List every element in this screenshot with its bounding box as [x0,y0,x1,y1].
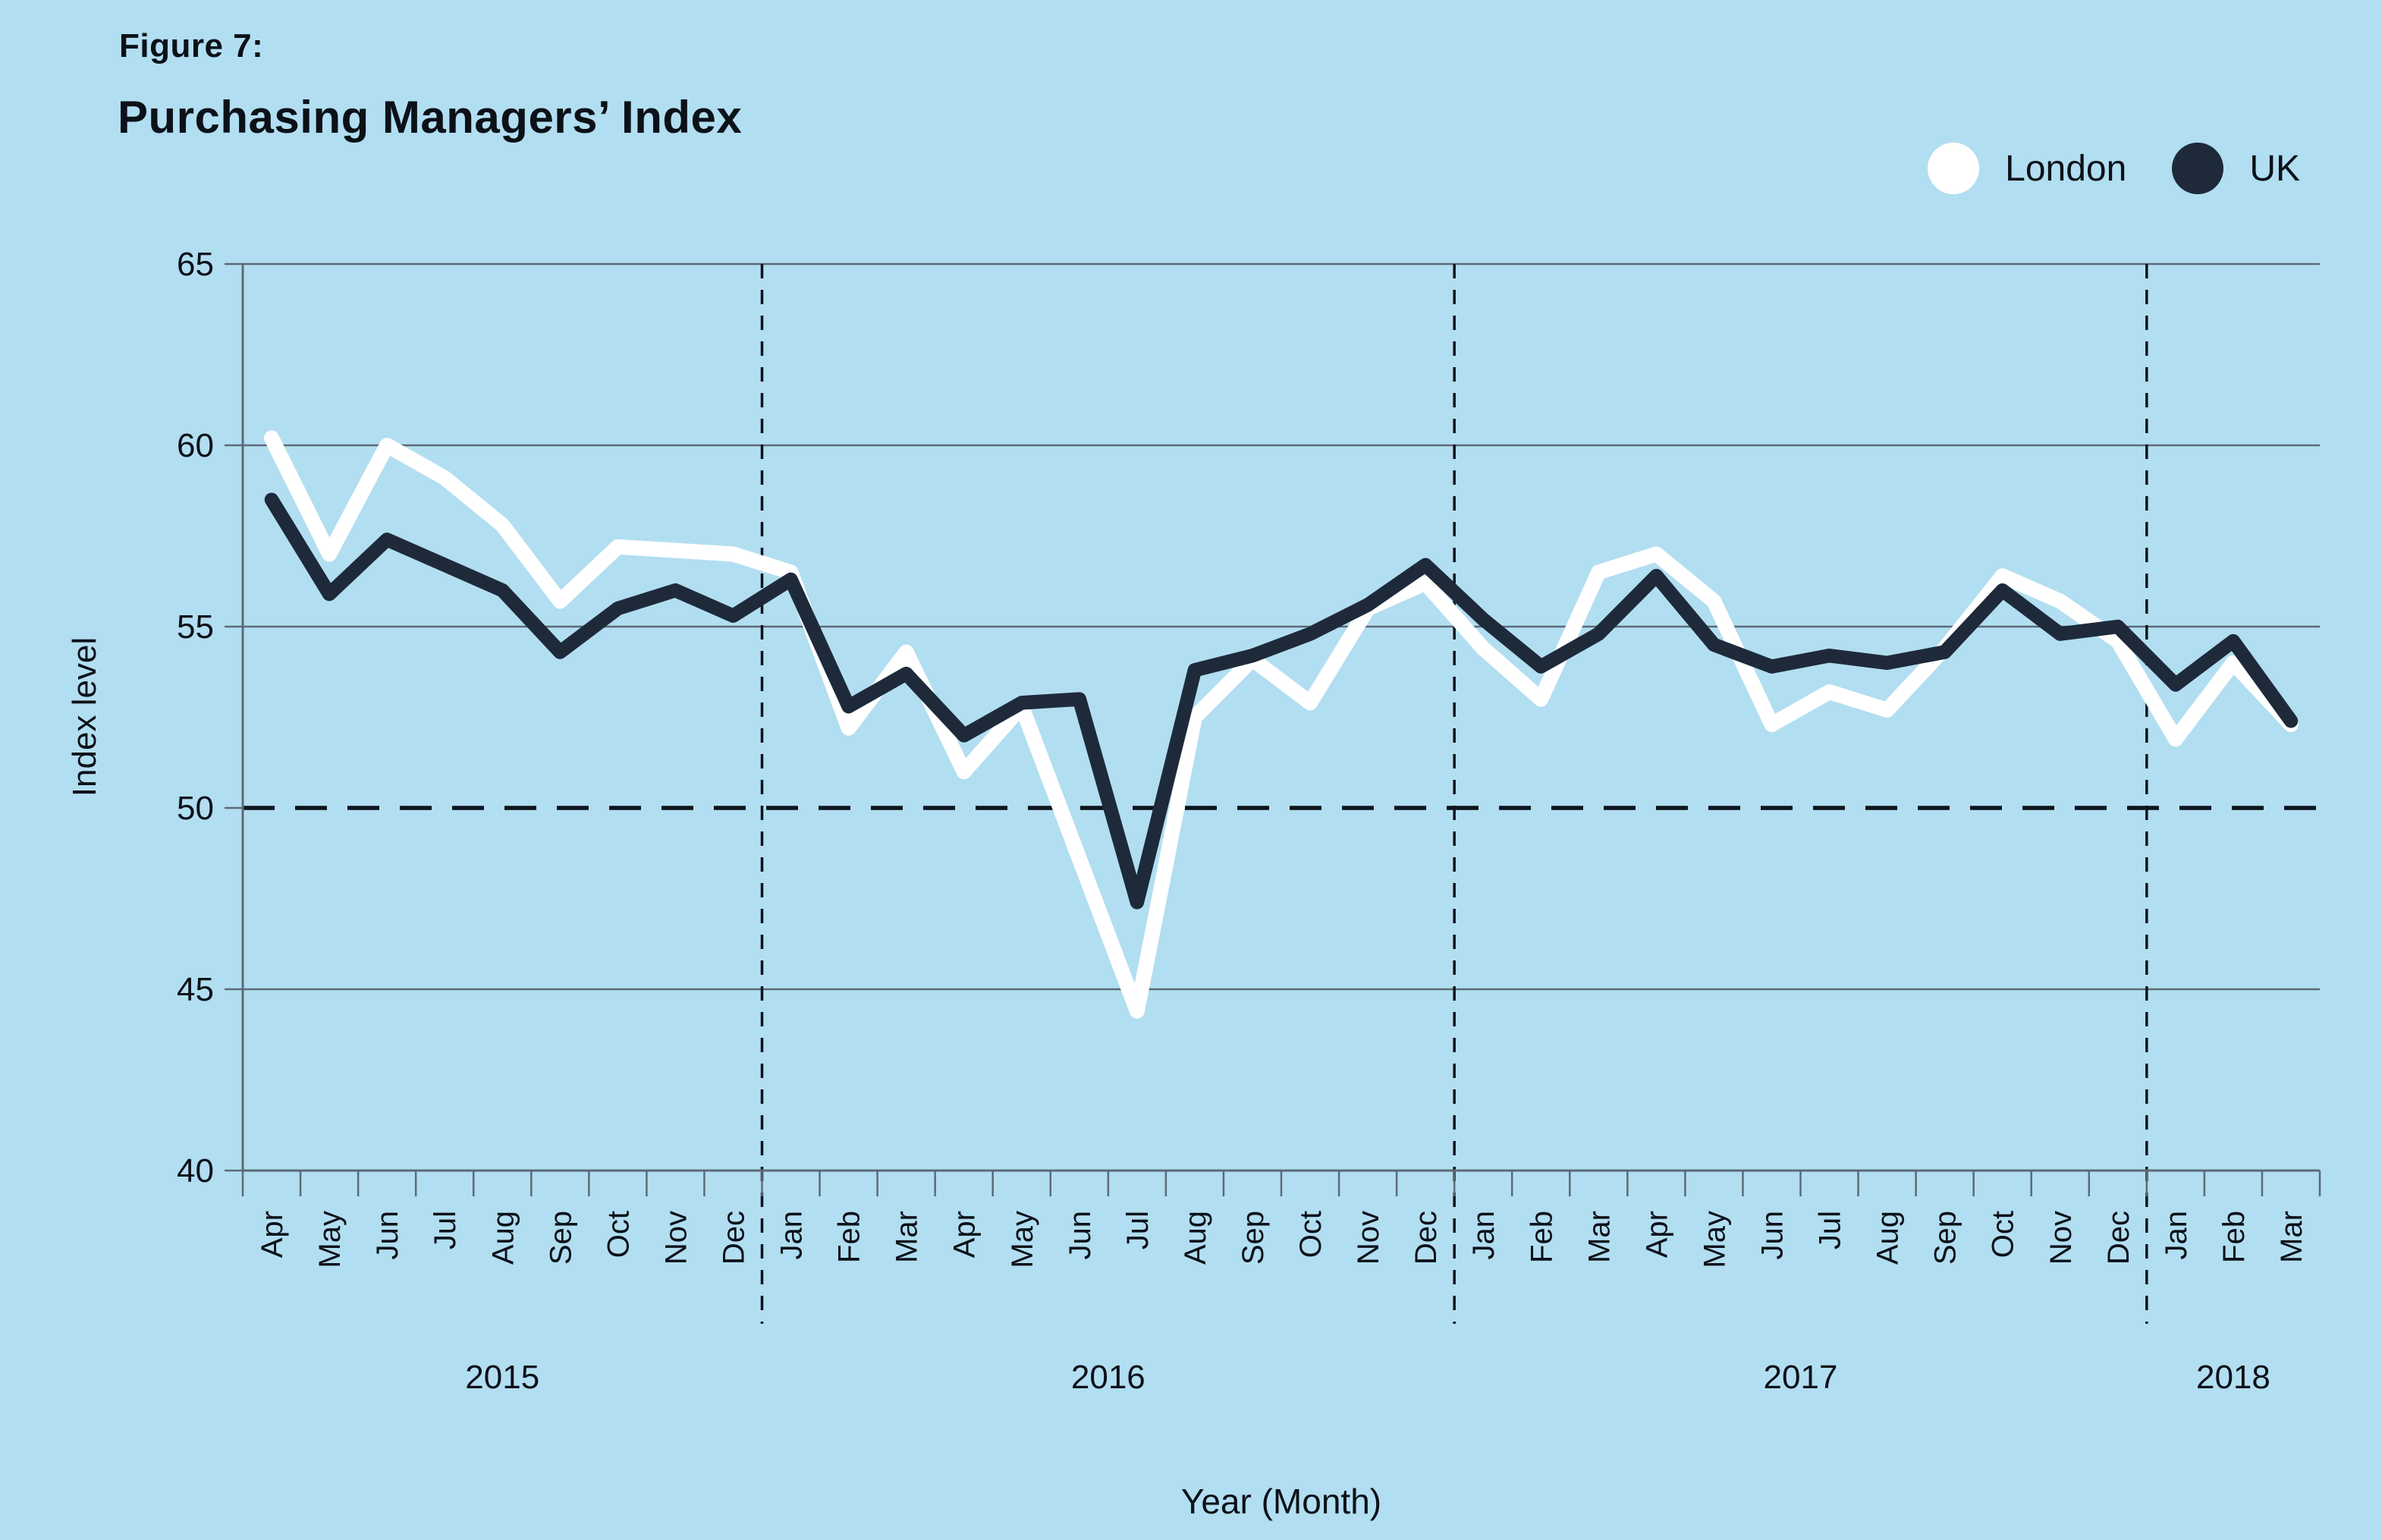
x-axis-title: Year (Month) [1180,1482,1382,1521]
month-label-jul-3: Jul [429,1211,462,1249]
month-label-jul-15: Jul [1121,1211,1155,1249]
month-label-feb-10: Feb [833,1211,866,1263]
y-tick-label-50: 50 [177,790,214,827]
month-label-sep-17: Sep [1237,1211,1270,1265]
month-label-jun-26: Jun [1755,1211,1789,1260]
month-label-jun-2: Jun [371,1211,404,1260]
month-label-apr-12: Apr [948,1211,982,1258]
series-uk-line [264,492,2299,910]
month-label-dec-32: Dec [2102,1211,2135,1265]
month-label-aug-4: Aug [486,1211,520,1265]
legend-item-uk: UK [2172,143,2300,194]
legend-label-london: London [2005,148,2127,189]
y-tick-label-45: 45 [177,971,214,1008]
month-label-nov-7: Nov [659,1211,693,1265]
month-label-apr-24: Apr [1640,1211,1673,1258]
month-label-jan-33: Jan [2160,1211,2193,1260]
month-label-sep-5: Sep [544,1211,577,1265]
month-label-jul-27: Jul [1814,1211,1847,1249]
month-label-mar-23: Mar [1582,1211,1616,1263]
month-label-jan-21: Jan [1467,1211,1501,1260]
month-label-dec-20: Dec [1409,1211,1443,1265]
month-label-aug-28: Aug [1871,1211,1905,1265]
month-label-may-25: May [1698,1211,1731,1268]
month-label-jun-14: Jun [1064,1211,1097,1260]
month-label-dec-8: Dec [717,1211,750,1265]
month-label-sep-29: Sep [1929,1211,1962,1265]
month-label-aug-16: Aug [1179,1211,1212,1265]
year-label-2018: 2018 [2196,1359,2270,1396]
month-label-oct-18: Oct [1294,1211,1328,1258]
month-label-feb-34: Feb [2217,1211,2251,1263]
legend-item-london: London [1928,143,2126,194]
month-label-nov-19: Nov [1352,1211,1385,1265]
series-london-line [264,430,2299,1019]
y-tick-label-65: 65 [177,246,214,283]
month-label-oct-6: Oct [602,1211,635,1258]
month-label-may-13: May [1006,1211,1039,1268]
year-label-2016: 2016 [1071,1359,1145,1396]
month-label-mar-35: Mar [2275,1211,2308,1263]
chart-title: Purchasing Managers’ Index [118,92,743,143]
month-label-oct-30: Oct [1987,1211,2020,1258]
uk-series-dot-icon [2172,143,2224,194]
y-tick-label-40: 40 [177,1152,214,1190]
month-label-nov-31: Nov [2044,1211,2078,1265]
month-label-feb-22: Feb [1525,1211,1558,1263]
y-tick-label-60: 60 [177,427,214,464]
figure-label: Figure 7: [119,27,264,64]
month-label-jan-9: Jan [775,1211,809,1260]
month-label-may-1: May [313,1211,347,1268]
legend: London UK [1928,143,2300,194]
month-label-apr-0: Apr [256,1211,289,1258]
legend-label-uk: UK [2249,148,2300,189]
year-label-2015: 2015 [465,1359,539,1396]
y-tick-label-55: 55 [177,608,214,646]
month-label-mar-11: Mar [891,1211,924,1263]
london-series-dot-icon [1928,143,1980,194]
year-label-2017: 2017 [1764,1359,1838,1396]
